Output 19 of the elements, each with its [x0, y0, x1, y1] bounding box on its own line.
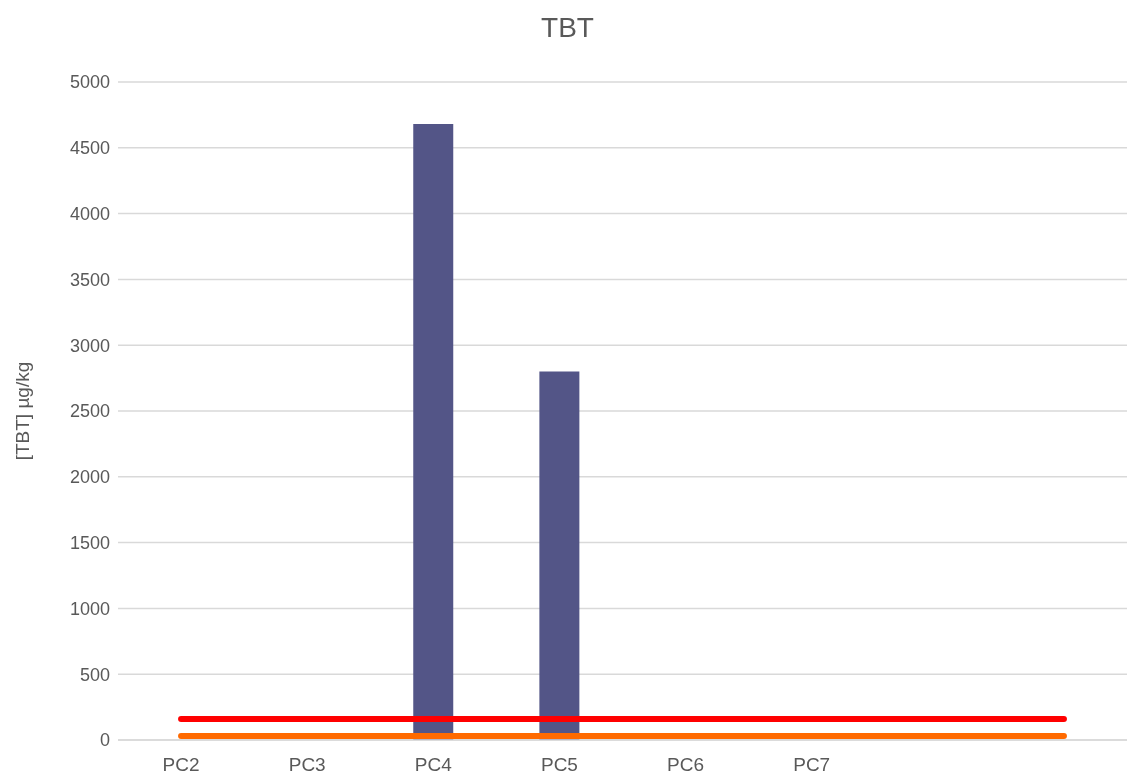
chart-title: TBT: [540, 12, 595, 44]
y-tick-label: 2000: [69, 467, 110, 488]
y-tick-label: 1500: [69, 532, 110, 553]
x-tick-label: PC6: [667, 754, 705, 776]
y-tick-label: 1000: [69, 598, 110, 619]
y-axis-title: [TBT] µg/kg: [11, 361, 33, 461]
x-tick-label: PC7: [793, 754, 831, 776]
y-tick-label: 2500: [69, 401, 110, 422]
y-tick-label: 5000: [69, 72, 110, 93]
y-tick-label: 0: [99, 730, 110, 751]
y-tick-label: 500: [79, 664, 110, 685]
y-tick-label: 3500: [69, 269, 110, 290]
y-tick-label: 4500: [69, 138, 110, 159]
y-tick-label: 4000: [69, 203, 110, 224]
y-tick-label: 3000: [69, 335, 110, 356]
x-tick-label: PC5: [540, 754, 578, 776]
x-tick-label: PC4: [414, 754, 453, 776]
x-tick-label: PC2: [162, 754, 200, 776]
x-tick-label: PC3: [288, 754, 326, 776]
